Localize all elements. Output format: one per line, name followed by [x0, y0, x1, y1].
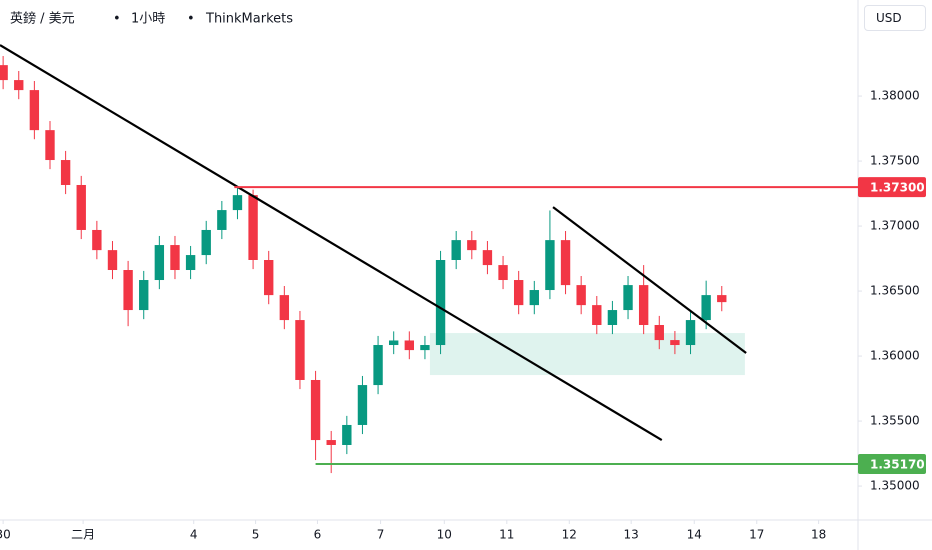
candle-body [451, 240, 461, 260]
candle-body [92, 229, 102, 251]
candle-body [670, 340, 680, 346]
title-symbol: 英鎊 / 美元 [10, 11, 75, 27]
candle-body [139, 280, 149, 311]
candle-body [264, 260, 274, 296]
candle-body [310, 379, 321, 441]
currency-button[interactable]: USD [864, 5, 926, 31]
candle-body [123, 270, 133, 311]
candle-body [482, 250, 493, 266]
candle-body [623, 285, 633, 311]
candle-body [217, 210, 227, 230]
candle-body [654, 325, 664, 341]
title-separator: • [113, 12, 121, 27]
level-tag [858, 453, 926, 474]
x-tick-label: 17 [749, 528, 764, 542]
candle-body [607, 310, 618, 325]
candle-body [685, 320, 696, 346]
candle-body [170, 245, 180, 271]
candle-body [326, 440, 336, 445]
candle-body [0, 65, 8, 81]
x-tick-label: 13 [624, 528, 639, 542]
zone [429, 333, 745, 376]
candle-body [342, 424, 352, 445]
title-interval: 1小時 [131, 12, 165, 27]
candle-body [279, 295, 290, 321]
y-tick-label: 1.35000 [870, 479, 920, 493]
candle-body [435, 260, 446, 346]
candle-body [295, 320, 305, 380]
x-tick-label: 7 [377, 528, 385, 542]
level-label: 1.35170 [870, 457, 925, 471]
candle-body [389, 340, 399, 346]
candle-body [357, 385, 368, 425]
x-tick-label: 18 [811, 528, 826, 542]
candle-body [420, 345, 430, 351]
level-tag [858, 177, 926, 198]
x-tick-label: 4 [190, 528, 198, 542]
x-tick-label: 6 [314, 528, 322, 542]
x-tick-label: 二月 [71, 528, 95, 542]
candle-body [560, 240, 571, 286]
candle-body [14, 80, 24, 91]
candle-body [29, 90, 40, 131]
candle-body [232, 195, 243, 211]
candle-body [154, 245, 165, 281]
candle-body [107, 250, 118, 271]
candle-body [513, 280, 524, 306]
candle-body [201, 229, 211, 256]
candle-body [467, 240, 477, 251]
candle-body [185, 255, 196, 271]
candle-body [60, 160, 71, 185]
x-tick-label: 14 [687, 528, 702, 542]
candle-body [76, 184, 86, 230]
y-tick-label: 1.35500 [870, 414, 920, 428]
y-tick-label: 1.36000 [870, 349, 920, 363]
candle-body [498, 265, 508, 281]
x-tick-label: 12 [562, 528, 577, 542]
candle-body [701, 295, 711, 321]
candle-body [717, 295, 727, 303]
y-tick-label: 1.37500 [870, 154, 920, 168]
y-tick-label: 1.36500 [870, 284, 920, 298]
y-tick-label: 1.37000 [870, 219, 920, 233]
candle-body [404, 340, 415, 351]
y-tick-label: 1.38000 [870, 89, 920, 103]
x-tick-label: 5 [252, 528, 260, 542]
candle-body [373, 345, 383, 386]
candle-body [529, 290, 539, 306]
candle-body [545, 240, 555, 291]
title-separator: • [187, 12, 195, 27]
candle-body [638, 285, 649, 325]
candle-body [576, 285, 586, 306]
x-tick-label: 10 [437, 528, 452, 542]
trend-line [0, 44, 663, 441]
trend-line [552, 206, 747, 354]
x-tick-label: 30 [0, 528, 11, 542]
candle-body [592, 305, 602, 325]
candle-body [248, 195, 258, 260]
candle-body [45, 130, 55, 161]
x-tick-label: 11 [499, 528, 514, 542]
title-source: ThinkMarkets [205, 12, 293, 27]
level-label: 1.37300 [870, 181, 925, 195]
